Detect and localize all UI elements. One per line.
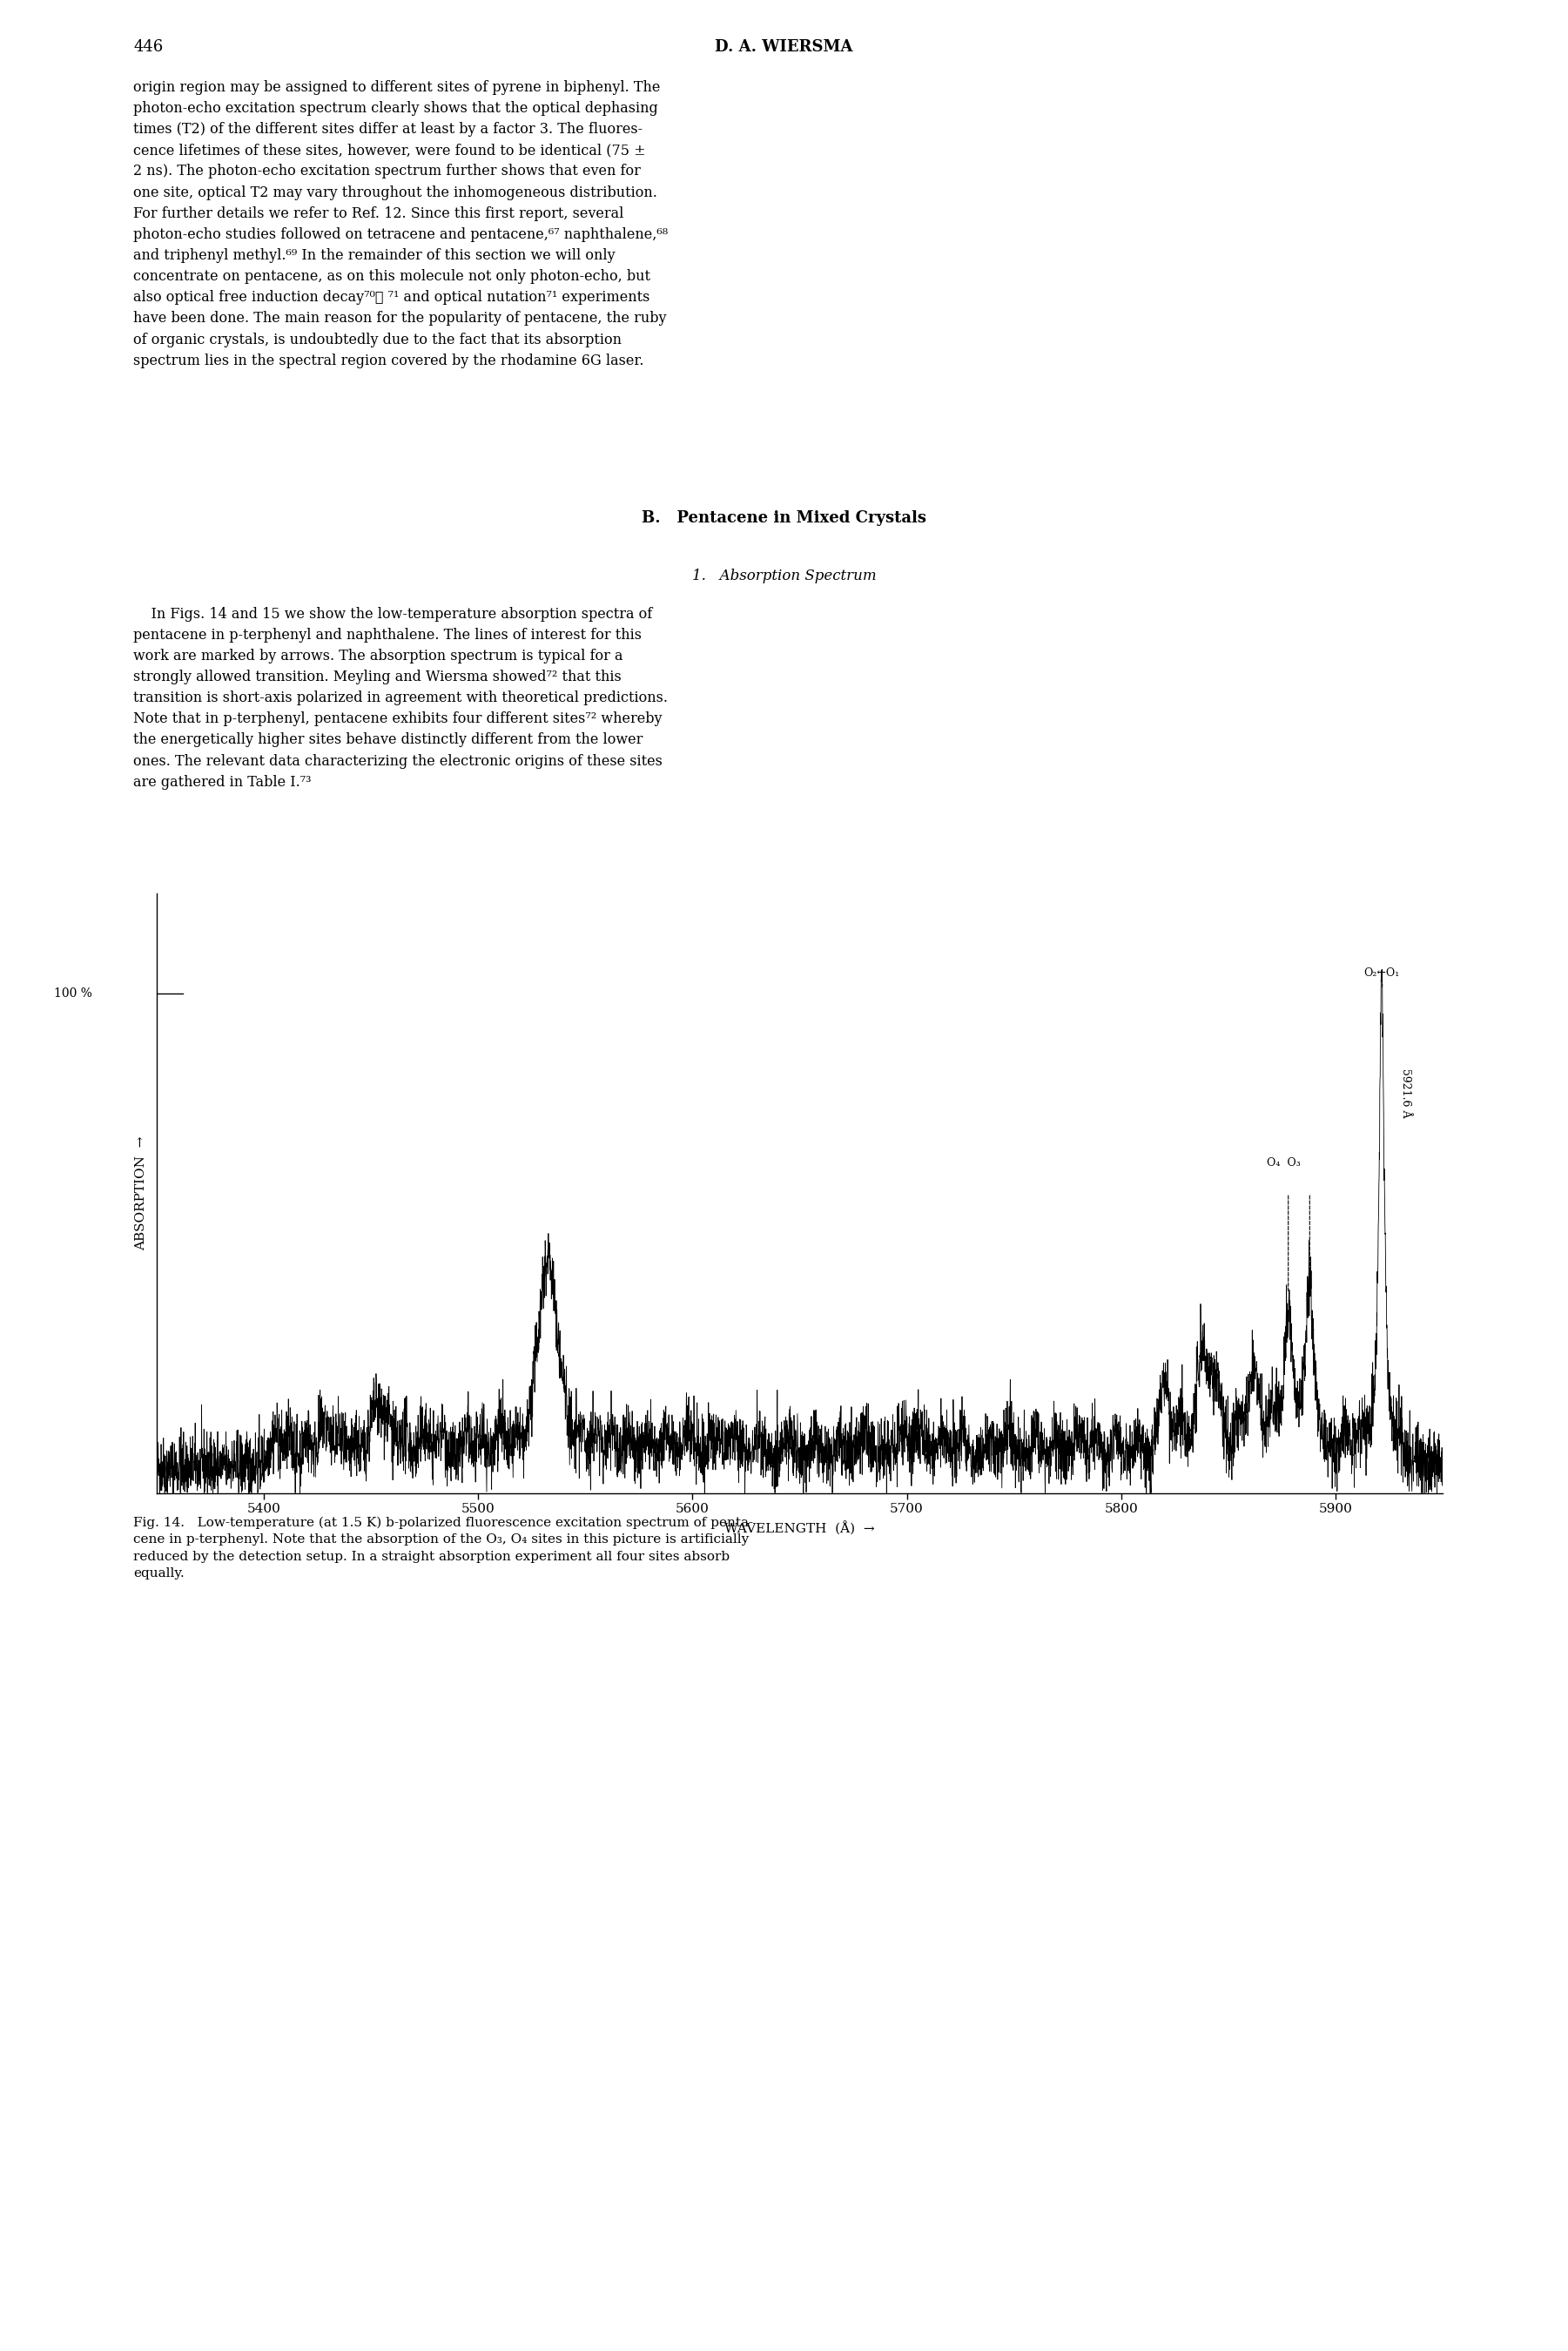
Text: O₂←O₁: O₂←O₁ bbox=[1364, 966, 1400, 978]
Text: D. A. WIERSMA: D. A. WIERSMA bbox=[715, 40, 853, 54]
Text: 5921.6 Å: 5921.6 Å bbox=[1400, 1070, 1411, 1117]
Text: origin region may be assigned to different sites of pyrene in biphenyl. The
phot: origin region may be assigned to differe… bbox=[133, 80, 668, 369]
X-axis label: WAVELENGTH  (Å)  →: WAVELENGTH (Å) → bbox=[724, 1521, 875, 1535]
Text: 446: 446 bbox=[133, 40, 163, 54]
Text: 1.   Absorption Spectrum: 1. Absorption Spectrum bbox=[691, 569, 877, 583]
Text: Fig. 14.   Low-temperature (at 1.5 K) b-polarized fluorescence excitation spectr: Fig. 14. Low-temperature (at 1.5 K) b-po… bbox=[133, 1516, 753, 1580]
Text: 100 %: 100 % bbox=[55, 987, 93, 999]
Text: In Figs. 14 and 15 we show the low-temperature absorption spectra of
pentacene i: In Figs. 14 and 15 we show the low-tempe… bbox=[133, 607, 668, 790]
Y-axis label: ABSORPTION  →: ABSORPTION → bbox=[135, 1136, 147, 1251]
Text: O₄  O₃: O₄ O₃ bbox=[1267, 1157, 1301, 1168]
Text: B.   Pentacene in Mixed Crystals: B. Pentacene in Mixed Crystals bbox=[641, 510, 927, 527]
